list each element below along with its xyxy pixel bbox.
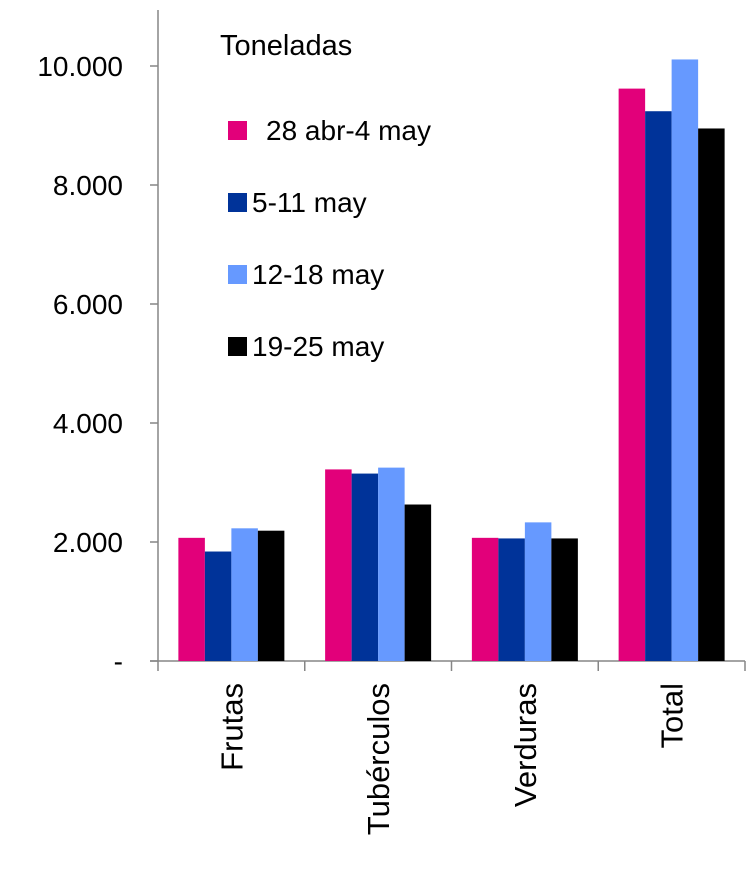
y-tick-label: 4.000 — [53, 408, 123, 439]
bar — [471, 537, 499, 661]
y-tick-label: 2.000 — [53, 527, 123, 558]
bar — [645, 111, 672, 662]
legend-label: 12-18 may — [252, 259, 384, 290]
y-tick-label: 10.000 — [37, 51, 123, 82]
bar — [404, 504, 432, 661]
x-tick-label: Frutas — [214, 683, 249, 771]
x-tick-label: Verduras — [508, 683, 543, 807]
legend-swatch — [228, 265, 247, 284]
legend-swatch — [228, 121, 247, 140]
bar — [257, 530, 285, 661]
bar — [378, 467, 405, 661]
x-tick-label: Tubérculos — [361, 683, 396, 835]
bar — [524, 522, 552, 661]
chart-legend: Toneladas 28 abr-4 may 5-11 may 12-18 may 1… — [220, 30, 431, 362]
bar — [351, 473, 379, 661]
chart-axes: - 2.000 4.000 6.000 8.000 10.000 Frutas Tubércu… — [37, 10, 746, 835]
bar — [178, 537, 205, 661]
x-tick-label: Total — [655, 683, 690, 748]
bar — [231, 528, 258, 661]
legend-label: 5-11 may — [252, 187, 367, 218]
bar — [698, 128, 725, 662]
bar — [618, 88, 646, 662]
legend-label: 19-25 may — [252, 331, 384, 362]
legend-label: 28 abr-4 may — [266, 115, 431, 146]
chart-title: Toneladas — [220, 30, 352, 62]
bar — [551, 538, 578, 661]
chart-bars — [178, 59, 725, 662]
y-tick-label: 8.000 — [53, 170, 123, 201]
bar — [671, 59, 699, 661]
bar — [204, 551, 232, 661]
y-tick-label: - — [114, 646, 123, 677]
legend-swatch — [228, 337, 247, 356]
bar — [498, 538, 525, 661]
legend-swatch — [228, 193, 247, 212]
bar — [325, 469, 352, 661]
y-tick-label: 6.000 — [53, 289, 123, 320]
